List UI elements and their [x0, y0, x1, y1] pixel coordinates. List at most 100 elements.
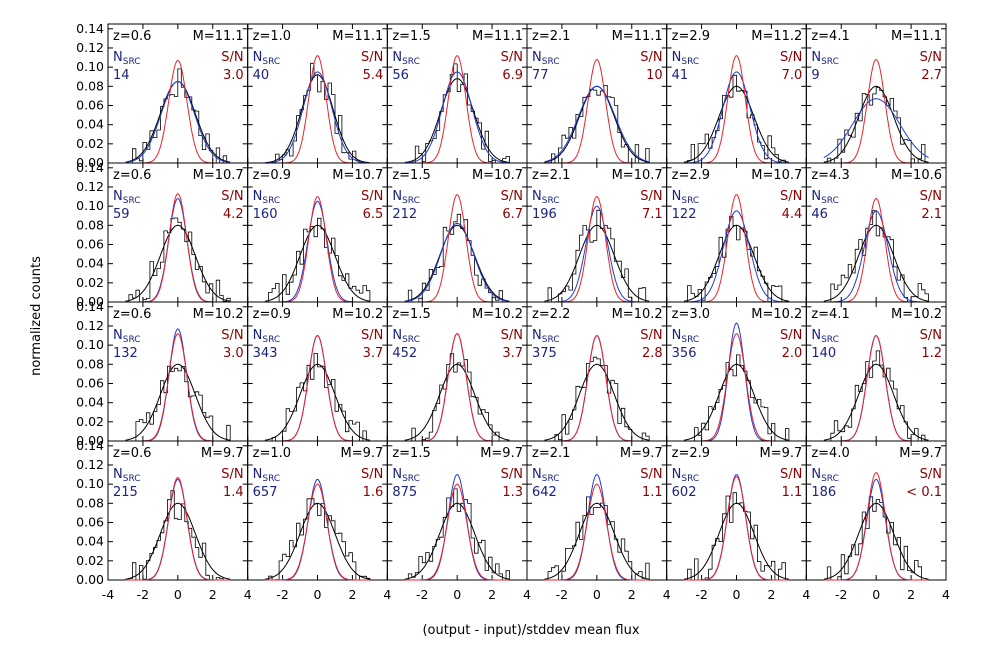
sn-label: S/N	[780, 328, 802, 343]
nsrc-label: NSRC	[811, 50, 839, 67]
x-tick-label: 4	[383, 587, 391, 602]
x-axis-label: (output - input)/stddev mean flux	[422, 623, 639, 638]
histogram	[268, 62, 370, 164]
panel-3-3: z=2.1 M=9.7 NSRC S/N 642 1.1 -2 0 2 4	[526, 440, 671, 602]
gaussian-fit-red	[265, 483, 370, 581]
panel-3-2: z=1.5 M=9.7 NSRC S/N 875 1.3 -2 0 2 4	[386, 440, 531, 602]
gaussian-fit-black	[684, 363, 789, 441]
nsrc-label: NSRC	[113, 50, 141, 67]
gaussian-fit-blue	[265, 71, 370, 164]
sn-value: 3.0	[223, 68, 244, 83]
sn-value: 1.4	[223, 485, 244, 500]
nsrc-label: NSRC	[392, 328, 420, 345]
sn-value: 1.2	[921, 346, 942, 361]
redshift-label: z=0.6	[113, 168, 151, 183]
sn-label: S/N	[780, 189, 802, 204]
redshift-label: z=3.0	[672, 307, 710, 322]
x-tick-label: -2	[556, 587, 568, 602]
mass-label: M=11.1	[891, 29, 942, 44]
redshift-label: z=2.1	[532, 168, 570, 183]
gaussian-fit-blue	[265, 200, 370, 303]
mass-label: M=10.7	[193, 168, 244, 183]
redshift-label: z=0.9	[253, 307, 291, 322]
sn-value: 1.1	[642, 485, 663, 500]
panel-frame	[526, 301, 668, 442]
gaussian-fit-black	[125, 363, 231, 441]
nsrc-label: NSRC	[532, 328, 560, 345]
sn-value: 2.7	[921, 68, 942, 83]
panel-2-3: z=2.2 M=10.2 NSRC S/N 375 2.8	[526, 301, 668, 442]
gaussian-fit-red	[125, 193, 231, 303]
sn-value: 1.6	[363, 485, 384, 500]
mass-label: M=10.2	[332, 307, 383, 322]
gaussian-fit-blue	[544, 335, 650, 442]
x-tick-label: -2	[276, 587, 288, 602]
y-tick-label: 0.08	[76, 78, 104, 93]
redshift-label: z=0.6	[113, 446, 151, 461]
histogram	[128, 365, 231, 442]
mass-label: M=10.7	[751, 168, 802, 183]
redshift-label: z=2.1	[532, 446, 570, 461]
panel-frame	[666, 440, 807, 581]
gaussian-fit-blue	[544, 85, 650, 163]
panel-2-4: z=3.0 M=10.2 NSRC S/N 356 2.0	[666, 301, 807, 442]
mass-label: M=11.1	[332, 29, 383, 44]
sn-label: S/N	[361, 467, 383, 482]
gaussian-fit-black	[404, 363, 510, 441]
histogram	[268, 353, 370, 442]
nsrc-value: 56	[392, 68, 409, 83]
sn-label: S/N	[221, 189, 243, 204]
sn-value: 6.5	[363, 207, 384, 222]
x-tick-label: 0	[872, 587, 880, 602]
sn-value: 6.7	[502, 207, 523, 222]
nsrc-value: 215	[113, 485, 138, 500]
gaussian-fit-black	[823, 85, 929, 163]
nsrc-value: 602	[672, 485, 697, 500]
gaussian-fit-red	[684, 475, 789, 581]
nsrc-value: 642	[532, 485, 557, 500]
x-tick-label: 2	[488, 587, 496, 602]
nsrc-value: 160	[253, 207, 278, 222]
x-tick-label: 4	[663, 587, 671, 602]
nsrc-label: NSRC	[113, 328, 141, 345]
mass-label: M=9.7	[899, 446, 942, 461]
sn-label: S/N	[221, 328, 243, 343]
gaussian-fit-blue	[544, 474, 650, 581]
panel-3-0: z=0.6 M=9.7 NSRC S/N 215 1.4 0.00 0.02 0.04 0.06 0…	[76, 438, 252, 602]
gaussian-fit-red	[684, 333, 789, 442]
gaussian-fit-black	[265, 74, 370, 164]
panel-1-4: z=2.9 M=10.7 NSRC S/N 122 4.4	[666, 162, 807, 303]
gaussian-fit-red	[544, 335, 650, 442]
gaussian-fit-blue	[823, 98, 929, 159]
mass-label: M=10.7	[472, 168, 523, 183]
panel-0-4: z=2.9 M=11.2 NSRC S/N 41 7.0	[666, 23, 807, 164]
sn-label: S/N	[221, 50, 243, 65]
redshift-label: z=2.2	[532, 307, 570, 322]
mass-label: M=10.2	[472, 307, 523, 322]
y-tick-label: 0.10	[76, 59, 104, 74]
gaussian-fit-blue	[823, 210, 929, 303]
nsrc-value: 196	[532, 207, 557, 222]
mass-label: M=11.1	[193, 29, 244, 44]
y-tick-label: 0.06	[76, 375, 104, 390]
panel-0-0: z=0.6 M=11.1 NSRC S/N 14 3.0 0.00 0.02 0.04 0.06 0…	[76, 21, 249, 170]
nsrc-value: 875	[392, 485, 417, 500]
nsrc-label: NSRC	[253, 467, 281, 484]
nsrc-label: NSRC	[811, 189, 839, 206]
y-tick-label: 0.08	[76, 495, 104, 510]
y-tick-label: 0.14	[76, 160, 104, 175]
x-tick-label: 4	[802, 587, 810, 602]
nsrc-value: 77	[532, 68, 549, 83]
gaussian-fit-red	[544, 483, 650, 581]
sn-label: S/N	[780, 467, 802, 482]
x-tick-label: 2	[907, 587, 915, 602]
panel-3-1: z=1.0 M=9.7 NSRC S/N 657 1.6 -2 0 2 4	[247, 440, 391, 602]
gaussian-fit-black	[544, 224, 650, 302]
mass-label: M=10.2	[193, 307, 244, 322]
redshift-label: z=2.9	[672, 168, 710, 183]
panel-frame	[386, 23, 528, 164]
sn-value: < 0.1	[906, 485, 942, 500]
sn-value: 1.3	[502, 485, 523, 500]
y-tick-label: 0.04	[76, 395, 104, 410]
gaussian-fit-black	[125, 502, 231, 580]
